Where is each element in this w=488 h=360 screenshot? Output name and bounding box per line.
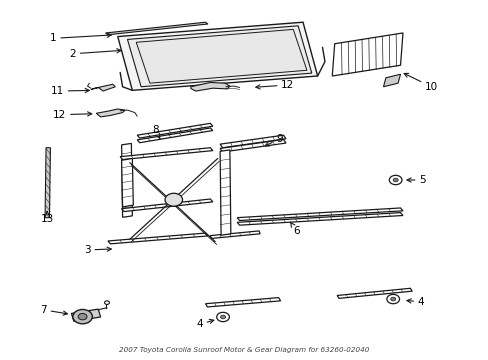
Polygon shape (122, 143, 132, 217)
Text: 6: 6 (289, 222, 299, 236)
Text: 4: 4 (196, 319, 213, 329)
Polygon shape (122, 158, 133, 207)
Polygon shape (220, 139, 285, 152)
Circle shape (388, 175, 401, 185)
Circle shape (164, 193, 182, 206)
Text: 8: 8 (152, 125, 160, 139)
Text: 11: 11 (51, 86, 89, 96)
Polygon shape (120, 148, 212, 159)
Polygon shape (331, 33, 402, 76)
Circle shape (386, 294, 399, 304)
Polygon shape (220, 135, 285, 148)
Polygon shape (190, 82, 229, 91)
Polygon shape (205, 298, 280, 307)
Circle shape (390, 297, 395, 301)
Circle shape (73, 310, 92, 324)
Polygon shape (118, 22, 317, 90)
Polygon shape (383, 74, 400, 87)
Text: 7: 7 (41, 305, 67, 315)
Polygon shape (210, 231, 260, 238)
Polygon shape (91, 84, 115, 91)
Polygon shape (122, 199, 212, 212)
Text: 12: 12 (255, 80, 294, 90)
Circle shape (392, 178, 397, 182)
Polygon shape (237, 213, 402, 225)
Text: 4: 4 (406, 297, 424, 307)
Text: 5: 5 (406, 175, 425, 185)
Text: 1: 1 (50, 33, 111, 43)
Text: 2007 Toyota Corolla Sunroof Motor & Gear Diagram for 63260-02040: 2007 Toyota Corolla Sunroof Motor & Gear… (119, 347, 369, 353)
Text: 13: 13 (41, 211, 54, 224)
Polygon shape (71, 309, 101, 321)
Polygon shape (237, 208, 402, 221)
Polygon shape (108, 233, 207, 244)
Text: 9: 9 (264, 134, 282, 146)
Polygon shape (45, 148, 50, 218)
Polygon shape (105, 22, 207, 35)
Circle shape (216, 312, 229, 321)
Polygon shape (127, 26, 311, 87)
Circle shape (78, 314, 87, 320)
Polygon shape (137, 128, 212, 143)
Polygon shape (336, 288, 411, 298)
Text: 12: 12 (53, 110, 92, 120)
Polygon shape (137, 123, 212, 138)
Circle shape (220, 315, 225, 319)
Circle shape (104, 301, 109, 305)
Polygon shape (136, 30, 306, 83)
Polygon shape (96, 109, 125, 117)
Text: 2: 2 (69, 49, 121, 59)
Text: 10: 10 (403, 73, 437, 92)
Polygon shape (220, 150, 230, 235)
Text: 3: 3 (84, 245, 111, 255)
